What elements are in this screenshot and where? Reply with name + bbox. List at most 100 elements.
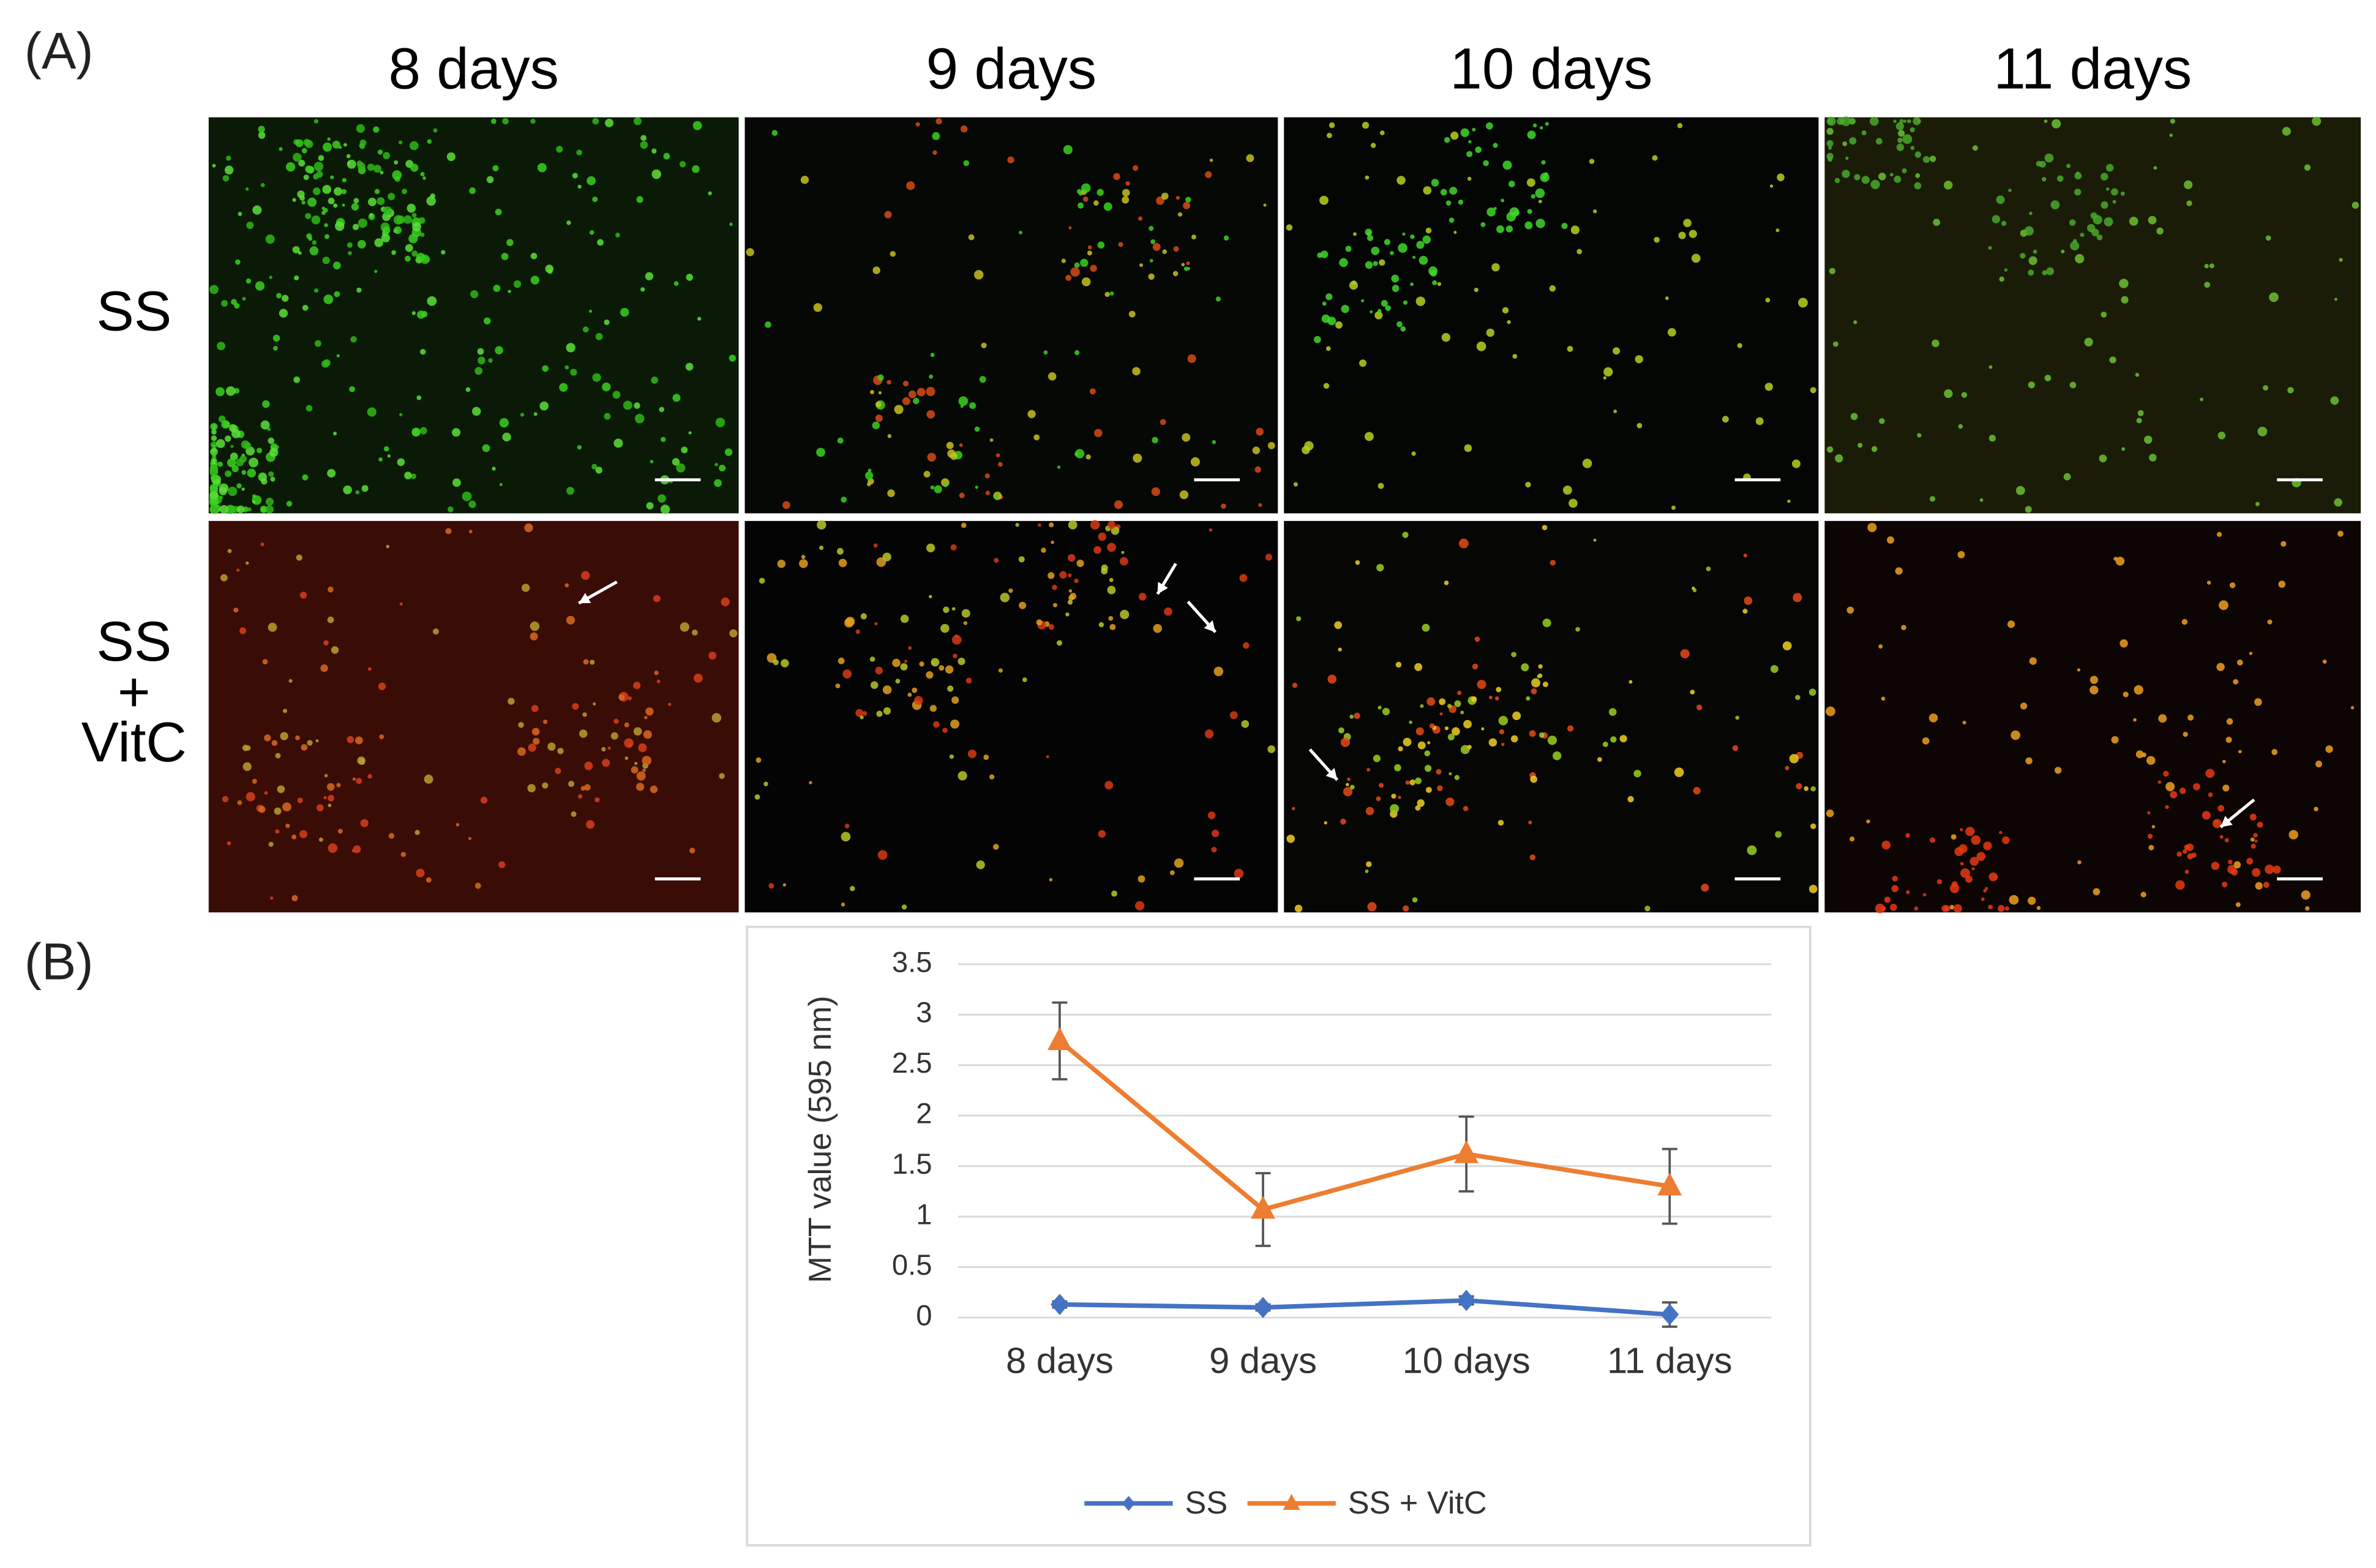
cell xyxy=(672,394,681,402)
cell xyxy=(663,152,670,160)
cell xyxy=(1929,496,1936,502)
cell xyxy=(255,281,265,291)
cell xyxy=(328,803,332,808)
cell xyxy=(210,505,218,513)
cell xyxy=(1467,176,1472,181)
cell xyxy=(1410,234,1415,239)
cell xyxy=(572,703,579,710)
cell xyxy=(2084,337,2093,347)
cell xyxy=(513,280,522,288)
cell xyxy=(1067,553,1076,562)
cell xyxy=(1988,435,1996,442)
cell xyxy=(1070,267,1080,277)
cell xyxy=(566,220,571,225)
cell xyxy=(1379,259,1385,266)
cell xyxy=(557,748,564,754)
cell xyxy=(1502,160,1512,170)
cell xyxy=(813,303,823,312)
cell xyxy=(1396,176,1406,185)
cell xyxy=(1881,906,1886,911)
cell xyxy=(323,294,334,304)
cell xyxy=(2111,736,2119,744)
data-point xyxy=(1454,1140,1479,1163)
cell xyxy=(2015,486,2025,495)
cell xyxy=(410,163,419,172)
cell xyxy=(361,485,369,492)
cell xyxy=(1706,566,1711,571)
micrograph xyxy=(744,117,1278,514)
cell xyxy=(377,149,383,155)
cell xyxy=(1293,482,1298,487)
cell xyxy=(309,246,319,255)
cell xyxy=(887,489,895,497)
cell xyxy=(383,206,392,216)
cell xyxy=(926,386,935,396)
cell xyxy=(1175,195,1180,200)
cell xyxy=(268,623,277,632)
cell xyxy=(1209,528,1213,532)
cell xyxy=(323,208,328,213)
cell xyxy=(1366,861,1372,868)
cell xyxy=(2204,263,2209,269)
cell xyxy=(311,215,321,225)
cell xyxy=(226,156,231,161)
cell xyxy=(1437,785,1443,792)
cell xyxy=(2025,506,2032,513)
data-point xyxy=(1050,1294,1069,1315)
cell xyxy=(265,234,275,244)
cell xyxy=(1562,486,1572,495)
cell xyxy=(303,174,309,181)
cell xyxy=(258,126,265,133)
cell xyxy=(545,264,554,273)
cell xyxy=(934,485,942,493)
y-axis-label: MTT value (595 nm) xyxy=(803,996,838,1283)
cell xyxy=(2020,253,2026,259)
cell xyxy=(1008,588,1013,593)
cell xyxy=(874,622,878,626)
y-tick-label: 0.5 xyxy=(892,1249,932,1281)
cell xyxy=(530,621,540,631)
cell xyxy=(2271,749,2278,756)
cell xyxy=(2028,381,2035,389)
cell xyxy=(1425,787,1432,793)
cell xyxy=(636,196,643,203)
cell xyxy=(1529,854,1536,861)
cell xyxy=(2121,447,2126,451)
cell xyxy=(399,602,403,606)
cell xyxy=(724,448,733,456)
cell xyxy=(316,171,323,178)
cell xyxy=(2042,270,2047,276)
cell xyxy=(984,473,990,479)
cell xyxy=(1458,199,1464,205)
cell xyxy=(1425,227,1432,234)
cell xyxy=(940,624,950,633)
cell xyxy=(1392,285,1400,292)
cell xyxy=(1445,797,1455,806)
cell xyxy=(2105,163,2114,172)
cell xyxy=(1107,520,1116,529)
cell xyxy=(270,896,274,900)
cell xyxy=(566,615,575,625)
cell xyxy=(1048,624,1055,630)
cell xyxy=(305,405,313,412)
cell xyxy=(2176,851,2182,857)
cell xyxy=(2250,837,2255,842)
cell xyxy=(577,184,582,189)
cell xyxy=(480,797,488,804)
cell xyxy=(270,476,275,482)
cell xyxy=(1542,618,1551,628)
series-line xyxy=(1059,1298,1670,1317)
cell xyxy=(894,405,904,415)
cell xyxy=(219,505,228,514)
cell xyxy=(1845,156,1849,160)
cell xyxy=(346,154,351,159)
cell xyxy=(1327,317,1336,326)
cell xyxy=(1527,130,1536,140)
cell xyxy=(623,400,632,410)
cell xyxy=(217,461,223,467)
cell xyxy=(272,334,280,342)
cell xyxy=(301,200,305,205)
cell xyxy=(1996,195,2005,204)
cell xyxy=(2182,849,2187,854)
